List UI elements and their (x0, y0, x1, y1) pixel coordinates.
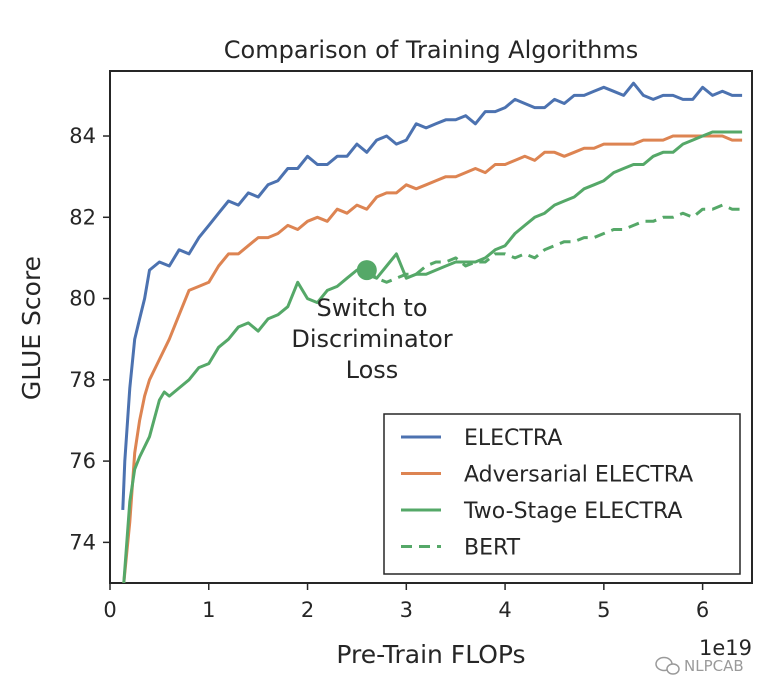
y-tick-label-5: 84 (69, 124, 96, 148)
legend: ELECTRA Adversarial ELECTRA Two-Stage ELEC… (383, 413, 741, 575)
x-tick-label-6: 6 (696, 598, 709, 622)
x-tick-label-0: 0 (103, 598, 116, 622)
x-tick-label-4: 4 (498, 598, 511, 622)
y-tick-label-3: 80 (69, 287, 96, 311)
legend-label-1: Adversarial ELECTRA (464, 463, 693, 488)
switch-marker (356, 260, 377, 281)
legend-box (383, 413, 741, 575)
series-layer (121, 81, 743, 583)
series-line-2 (122, 130, 743, 583)
y-axis-label: GLUE Score (17, 256, 46, 400)
x-scale-label: 1e19 (699, 636, 752, 660)
x-axis-label: Pre-Train FLOPs (336, 640, 525, 669)
x-tick-label-1: 1 (202, 598, 215, 622)
legend-label-0: ELECTRA (464, 426, 562, 451)
plot-area (109, 70, 753, 584)
legend-label-3: BERT (464, 536, 521, 561)
x-tick-label-5: 5 (597, 598, 610, 622)
y-tick-label-4: 82 (69, 205, 96, 229)
wechat-icon (655, 656, 680, 675)
plot-frame (109, 70, 753, 584)
y-tick-label-1: 76 (69, 449, 96, 473)
ticks: 0 1 2 3 4 5 6 74 76 78 80 82 84 (69, 124, 709, 622)
x-tick-label-3: 3 (400, 598, 413, 622)
watermark: NLPCAB (655, 656, 744, 675)
annotation-line-1: Discriminator (291, 325, 452, 353)
series-line-0 (121, 81, 743, 510)
y-tick-label-2: 78 (69, 368, 96, 392)
annotation: Switch to Discriminator Loss (291, 260, 453, 384)
annotation-line-0: Switch to (316, 294, 427, 322)
legend-label-2: Two-Stage ELECTRA (463, 499, 682, 524)
series-line-1 (122, 134, 743, 583)
series-line-3 (365, 203, 743, 284)
x-tick-label-2: 2 (301, 598, 314, 622)
annotation-line-2: Loss (346, 356, 399, 384)
watermark-text: NLPCAB (684, 657, 744, 675)
chart-title: Comparison of Training Algorithms (224, 36, 638, 64)
y-tick-label-0: 74 (69, 530, 96, 554)
